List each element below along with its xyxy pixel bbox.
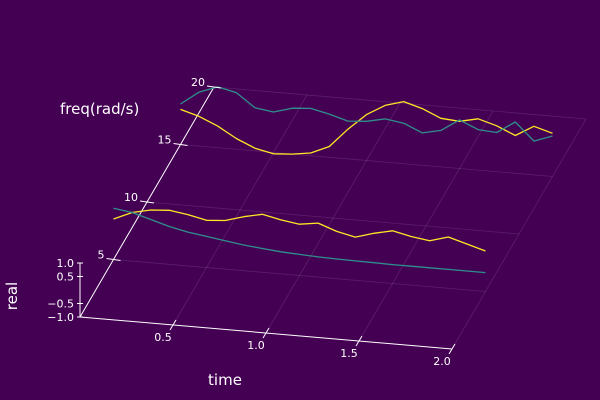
y-tick-mark [173,143,188,146]
series-line-4 [180,86,553,142]
z-tick-label: −1.0 [47,311,74,324]
x-tick-mark [448,343,456,355]
x-tick-label: 2.0 [433,355,451,368]
x-gridline [265,102,401,334]
x-axis-title: time [208,371,242,389]
x-tick-mark [169,319,177,331]
z-tick-label: −0.5 [47,298,74,311]
y-tick-mark [139,200,155,204]
x-tick-label: 0.5 [154,331,172,344]
x-gridline [172,94,308,326]
series-line-1 [113,209,486,252]
y-tick-label: 10 [124,191,138,204]
series-lines [113,86,553,274]
series-line-3 [113,207,486,274]
z-axis-title: real [3,282,21,310]
series-line-2 [180,100,553,155]
y-tick-mark [106,258,121,261]
x-tick-label: 1.0 [247,339,265,352]
z-tick-label: 0.5 [57,271,75,284]
y-gridline [180,144,553,177]
z-tick-label: 1.0 [57,257,75,270]
y-tick-label: 15 [158,134,172,147]
x-tick-mark [262,327,270,339]
x-gridline [451,118,587,350]
y-tick-label: 20 [191,76,205,89]
x-gridline [358,110,494,342]
axes [79,86,453,350]
y-axis-title: freq(rad/s) [60,100,139,118]
grid [113,86,587,350]
y-tick-label: 5 [98,249,105,262]
y-tick-mark [206,85,222,89]
x-tick-label: 1.5 [340,347,358,360]
x-tick-mark [355,335,363,347]
y-gridline [146,201,520,235]
y-gridline [113,259,486,292]
